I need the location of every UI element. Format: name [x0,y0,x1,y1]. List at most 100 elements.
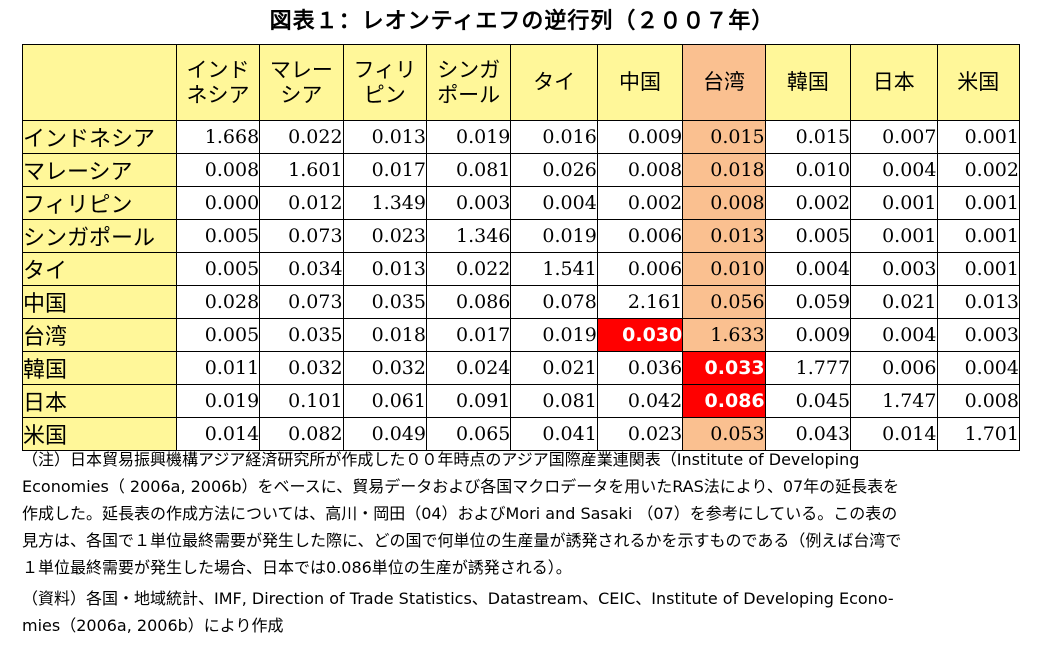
table-cell: 0.013 [682,219,766,253]
table-cell: 0.030 [596,318,684,352]
table-cell: 1.633 [682,318,766,352]
table-row: 中国 0.028 0.073 0.035 0.086 0.078 2.161 0.056 0.0… [22,285,1020,319]
table-cell: 0.049 [342,417,427,451]
row-header: タイ [22,252,177,286]
column-header: 台湾 [682,44,766,121]
table-cell: 0.026 [510,153,598,187]
table-cell: 0.078 [510,285,598,319]
table-cell: 0.034 [259,252,344,286]
table-cell: 0.002 [936,153,1020,187]
table-cell: 0.035 [259,318,344,352]
table-cell: 0.004 [936,351,1020,385]
table-cell: 0.015 [682,120,766,154]
table-cell: 0.004 [764,252,852,286]
table-cell: 0.017 [342,153,427,187]
table-cell: 0.015 [764,120,852,154]
table-cell: 0.021 [510,351,598,385]
table-cell: 0.001 [850,186,938,220]
table-cell: 0.059 [764,285,852,319]
column-header: マレー シア [259,44,344,121]
note-line: 作成した。延長表の作成方法については、高川・岡田（04）およびMori and … [22,504,898,523]
table-cell: 0.003 [936,318,1020,352]
table-row: インドネシア 1.668 0.022 0.013 0.019 0.016 0.009 0.01… [22,120,1020,154]
row-header: 米国 [22,417,177,451]
table-cell: 0.013 [936,285,1020,319]
table-cell: 0.008 [936,384,1020,418]
table-cell: 0.004 [850,153,938,187]
table-cell: 0.001 [936,120,1020,154]
column-header-row: インド ネシア マレー シア フィリ ピン シンガ ポール タイ 中国 台湾 韓国 日本 米国 [22,44,1020,121]
table-cell: 0.019 [175,384,261,418]
table-cell: 0.022 [259,120,344,154]
table-cell: 0.001 [936,252,1020,286]
table-cell: 0.008 [596,153,684,187]
table-cell: 0.007 [850,120,938,154]
table-cell: 1.541 [510,252,598,286]
note-line: １単位最終需要が発生した場合、日本では0.086単位の生産が誘発される）。 [22,558,572,577]
table-cell: 0.086 [682,384,766,418]
table-cell: 0.014 [175,417,261,451]
table-cell: 0.005 [175,252,261,286]
table-cell: 1.777 [764,351,852,385]
table-cell: 0.004 [510,186,598,220]
table-cell: 0.019 [510,318,598,352]
row-header: シンガポール [22,219,177,253]
column-header: シンガ ポール [425,44,512,121]
table-cell: 0.035 [342,285,427,319]
table-cell: 0.001 [936,219,1020,253]
table-cell: 0.013 [342,252,427,286]
table-cell: 0.005 [175,318,261,352]
table-cell: 0.065 [425,417,512,451]
table-cell: 0.006 [850,351,938,385]
table-cell: 0.001 [936,186,1020,220]
table-cell: 0.013 [342,120,427,154]
table-cell: 0.073 [259,285,344,319]
table-cell: 0.101 [259,384,344,418]
table-cell: 0.006 [596,252,684,286]
table-cell: 0.032 [259,351,344,385]
table-row: フィリピン 0.000 0.012 1.349 0.003 0.004 0.002 0.008… [22,186,1020,220]
table-cell: 1.349 [342,186,427,220]
table-cell: 0.032 [342,351,427,385]
table-row: 米国 0.014 0.082 0.049 0.065 0.041 0.023 0.053 0.0… [22,417,1020,451]
table-cell: 0.053 [682,417,766,451]
table-cell: 0.010 [682,252,766,286]
corner-cell [22,44,177,121]
table-row: 韓国 0.011 0.032 0.032 0.024 0.021 0.036 0.033 1.7… [22,351,1020,385]
table-row: シンガポール 0.005 0.073 0.023 1.346 0.019 0.006 0.01… [22,219,1020,253]
table-cell: 0.017 [425,318,512,352]
table-cell: 0.008 [682,186,766,220]
table-cell: 0.091 [425,384,512,418]
table-cell: 0.033 [682,351,766,385]
note-line: （注）日本貿易振興機構アジア経済研究所が作成した００年時点のアジア国際産業連関表… [22,450,860,469]
column-header: タイ [510,44,598,121]
table-row: 台湾 0.005 0.035 0.018 0.017 0.019 0.030 1.633 0.0… [22,318,1020,352]
row-header: 日本 [22,384,177,418]
table-cell: 0.019 [425,120,512,154]
leontief-inverse-table: インド ネシア マレー シア フィリ ピン シンガ ポール タイ 中国 台湾 韓国 日本 米国 イ… [22,44,1020,451]
table-cell: 1.668 [175,120,261,154]
source-line: （資料）各国・地域統計、IMF, Direction of Trade Stat… [22,589,894,608]
table-title: 図表１：レオンティエフの逆行列（２００７年） [269,9,775,34]
note-line: Economies（ 2006a, 2006b）をベースに、貿易データおよび各国… [22,477,900,496]
table-cell: 0.021 [850,285,938,319]
table-cell: 0.023 [342,219,427,253]
table-cell: 0.006 [596,219,684,253]
note-block: （注）日本貿易振興機構アジア経済研究所が作成した００年時点のアジア国際産業連関表… [22,446,1027,581]
table-cell: 0.002 [764,186,852,220]
column-header: 米国 [936,44,1020,121]
table-cell: 0.024 [425,351,512,385]
column-header: 中国 [596,44,684,121]
table-cell: 0.011 [175,351,261,385]
table-cell: 0.043 [764,417,852,451]
column-header: フィリ ピン [342,44,427,121]
table-cell: 0.022 [425,252,512,286]
source-block: （資料）各国・地域統計、IMF, Direction of Trade Stat… [22,585,1027,639]
table-cell: 0.018 [342,318,427,352]
table-cell: 0.036 [596,351,684,385]
footnotes: （注）日本貿易振興機構アジア経済研究所が作成した００年時点のアジア国際産業連関表… [22,446,1027,639]
table-cell: 1.747 [850,384,938,418]
table-cell: 0.014 [850,417,938,451]
table-cell: 0.042 [596,384,684,418]
row-header: 中国 [22,285,177,319]
